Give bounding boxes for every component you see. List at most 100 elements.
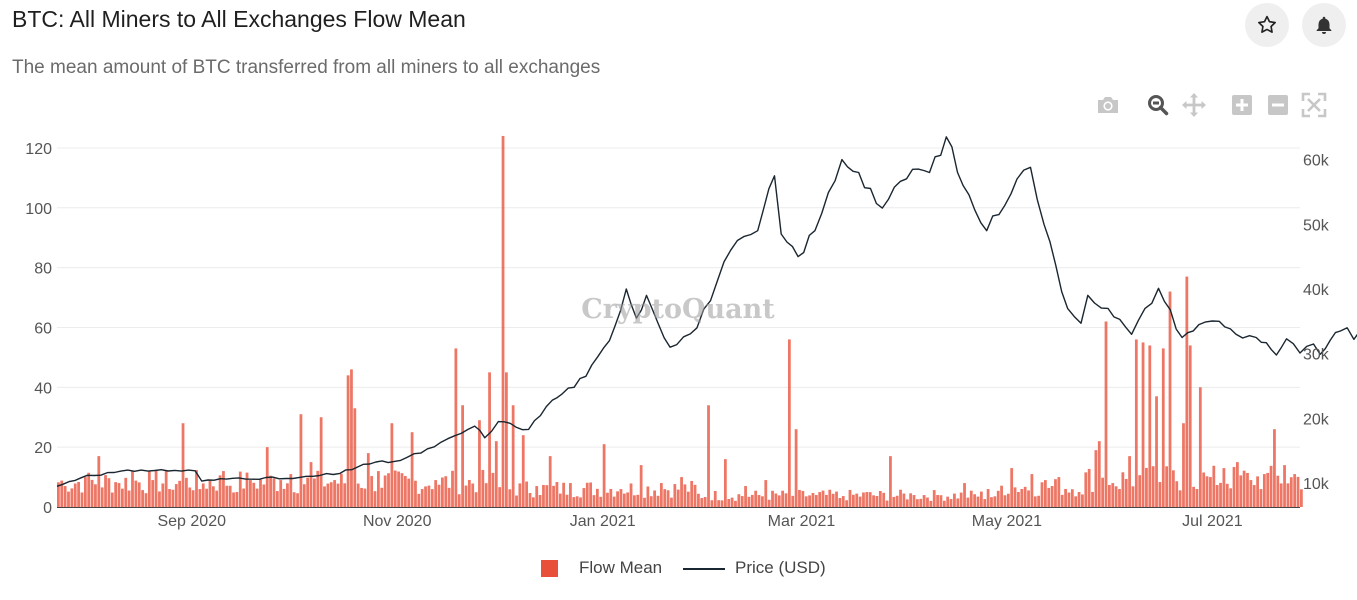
- flow-mean-bar[interactable]: [1182, 423, 1185, 507]
- flow-mean-bar[interactable]: [670, 497, 673, 507]
- flow-mean-bar[interactable]: [1104, 321, 1108, 507]
- flow-mean-bar[interactable]: [390, 423, 394, 507]
- flow-mean-bar[interactable]: [1121, 472, 1125, 507]
- flow-mean-bar[interactable]: [1000, 485, 1003, 507]
- flow-mean-bar[interactable]: [397, 471, 400, 507]
- flow-mean-bar[interactable]: [781, 490, 785, 507]
- pan-mode-button[interactable]: [1180, 91, 1208, 119]
- flow-mean-bar[interactable]: [107, 478, 111, 507]
- flow-mean-bar[interactable]: [1017, 492, 1020, 507]
- flow-mean-bar[interactable]: [1097, 441, 1101, 507]
- flow-mean-bar[interactable]: [1249, 480, 1253, 507]
- flow-mean-bar[interactable]: [973, 494, 977, 507]
- flow-mean-bar[interactable]: [296, 493, 299, 507]
- flow-mean-bar[interactable]: [710, 500, 714, 507]
- flow-mean-bar[interactable]: [518, 483, 522, 507]
- flow-mean-bar[interactable]: [542, 484, 545, 507]
- flow-mean-bar[interactable]: [1010, 468, 1014, 507]
- flow-mean-bar[interactable]: [663, 489, 667, 507]
- flow-mean-bar[interactable]: [1232, 467, 1236, 507]
- flow-mean-bar[interactable]: [252, 482, 256, 507]
- flow-mean-bar[interactable]: [619, 489, 623, 507]
- flow-mean-bar[interactable]: [218, 475, 222, 507]
- flow-mean-bar[interactable]: [1050, 486, 1054, 507]
- flow-mean-bar[interactable]: [380, 487, 384, 507]
- flow-mean-bar[interactable]: [1252, 485, 1256, 507]
- flow-mean-bar[interactable]: [366, 453, 370, 507]
- flow-mean-bar[interactable]: [676, 489, 680, 507]
- flow-mean-bar[interactable]: [754, 490, 758, 507]
- flow-mean-bar[interactable]: [1279, 483, 1283, 507]
- flow-mean-bar[interactable]: [1175, 481, 1179, 507]
- flow-mean-bar[interactable]: [572, 497, 576, 507]
- flow-mean-bar[interactable]: [801, 490, 805, 507]
- flow-mean-bar[interactable]: [814, 495, 818, 507]
- flow-mean-bar[interactable]: [333, 480, 336, 507]
- flow-mean-bar[interactable]: [727, 498, 731, 507]
- flow-mean-bar[interactable]: [1134, 339, 1138, 507]
- flow-mean-bar[interactable]: [393, 470, 397, 507]
- flow-mean-bar[interactable]: [1300, 489, 1303, 507]
- flow-mean-bar[interactable]: [363, 488, 367, 507]
- flow-mean-bar[interactable]: [141, 490, 144, 507]
- flow-mean-bar[interactable]: [464, 485, 468, 507]
- flow-mean-bar[interactable]: [1209, 477, 1212, 507]
- flow-mean-bar[interactable]: [1269, 465, 1273, 507]
- flow-mean-bar[interactable]: [90, 479, 94, 507]
- price-line[interactable]: [56, 136, 1357, 487]
- zoom-mode-button[interactable]: [1144, 91, 1172, 119]
- flow-mean-bar[interactable]: [124, 477, 128, 507]
- flow-mean-bar[interactable]: [919, 498, 923, 507]
- flow-mean-bar[interactable]: [100, 487, 104, 507]
- flow-mean-bar[interactable]: [848, 489, 852, 507]
- flow-mean-bar[interactable]: [811, 493, 815, 507]
- flow-mean-bar[interactable]: [767, 499, 771, 507]
- flow-mean-bar[interactable]: [983, 499, 987, 507]
- flow-mean-bar[interactable]: [818, 492, 822, 507]
- flow-mean-bar[interactable]: [343, 483, 347, 507]
- flow-mean-bar[interactable]: [929, 500, 933, 507]
- flow-mean-bar[interactable]: [447, 487, 451, 507]
- flow-mean-bar[interactable]: [201, 483, 205, 507]
- flow-mean-bar[interactable]: [956, 498, 960, 507]
- flow-mean-bar[interactable]: [1111, 483, 1115, 507]
- flow-mean-bar[interactable]: [245, 472, 249, 507]
- flow-mean-bar[interactable]: [457, 494, 461, 507]
- flow-mean-bar[interactable]: [80, 492, 84, 507]
- flow-mean-bar[interactable]: [1020, 489, 1024, 507]
- legend-swatch-price[interactable]: [683, 568, 725, 570]
- flow-mean-bar[interactable]: [720, 500, 724, 507]
- flow-mean-bar[interactable]: [350, 369, 353, 507]
- flow-mean-bar[interactable]: [562, 482, 566, 507]
- flow-mean-bar[interactable]: [97, 456, 101, 507]
- flow-mean-bar[interactable]: [979, 491, 983, 507]
- flow-mean-bar[interactable]: [451, 470, 454, 507]
- zoom-out-button[interactable]: [1264, 91, 1292, 119]
- flow-mean-bar[interactable]: [249, 480, 252, 507]
- flow-mean-bar[interactable]: [744, 486, 747, 507]
- flow-mean-bar[interactable]: [1087, 468, 1091, 507]
- flow-mean-bar[interactable]: [892, 496, 896, 507]
- flow-mean-bar[interactable]: [400, 473, 404, 507]
- flow-mean-bar[interactable]: [1229, 488, 1233, 507]
- flow-mean-bar[interactable]: [114, 482, 118, 507]
- flow-mean-bar[interactable]: [1259, 489, 1263, 507]
- flow-mean-bar[interactable]: [255, 488, 259, 507]
- flow-mean-bar[interactable]: [868, 492, 872, 507]
- flow-mean-bar[interactable]: [1246, 472, 1249, 507]
- flow-mean-bar[interactable]: [289, 474, 293, 507]
- autoscale-button[interactable]: [1300, 91, 1328, 119]
- flow-mean-bar[interactable]: [94, 484, 97, 507]
- flow-mean-bar[interactable]: [336, 483, 340, 507]
- flow-mean-bar[interactable]: [1178, 490, 1182, 507]
- flow-mean-bar[interactable]: [909, 493, 913, 507]
- flow-mean-bar[interactable]: [683, 484, 687, 507]
- flow-mean-bar[interactable]: [558, 493, 562, 507]
- flow-mean-bar[interactable]: [511, 405, 515, 507]
- flow-mean-bar[interactable]: [171, 489, 175, 507]
- flow-mean-bar[interactable]: [798, 489, 801, 507]
- flow-mean-bar[interactable]: [387, 473, 390, 507]
- flow-mean-bar[interactable]: [211, 486, 215, 507]
- flow-mean-bar[interactable]: [953, 493, 956, 507]
- flow-mean-bar[interactable]: [606, 492, 609, 507]
